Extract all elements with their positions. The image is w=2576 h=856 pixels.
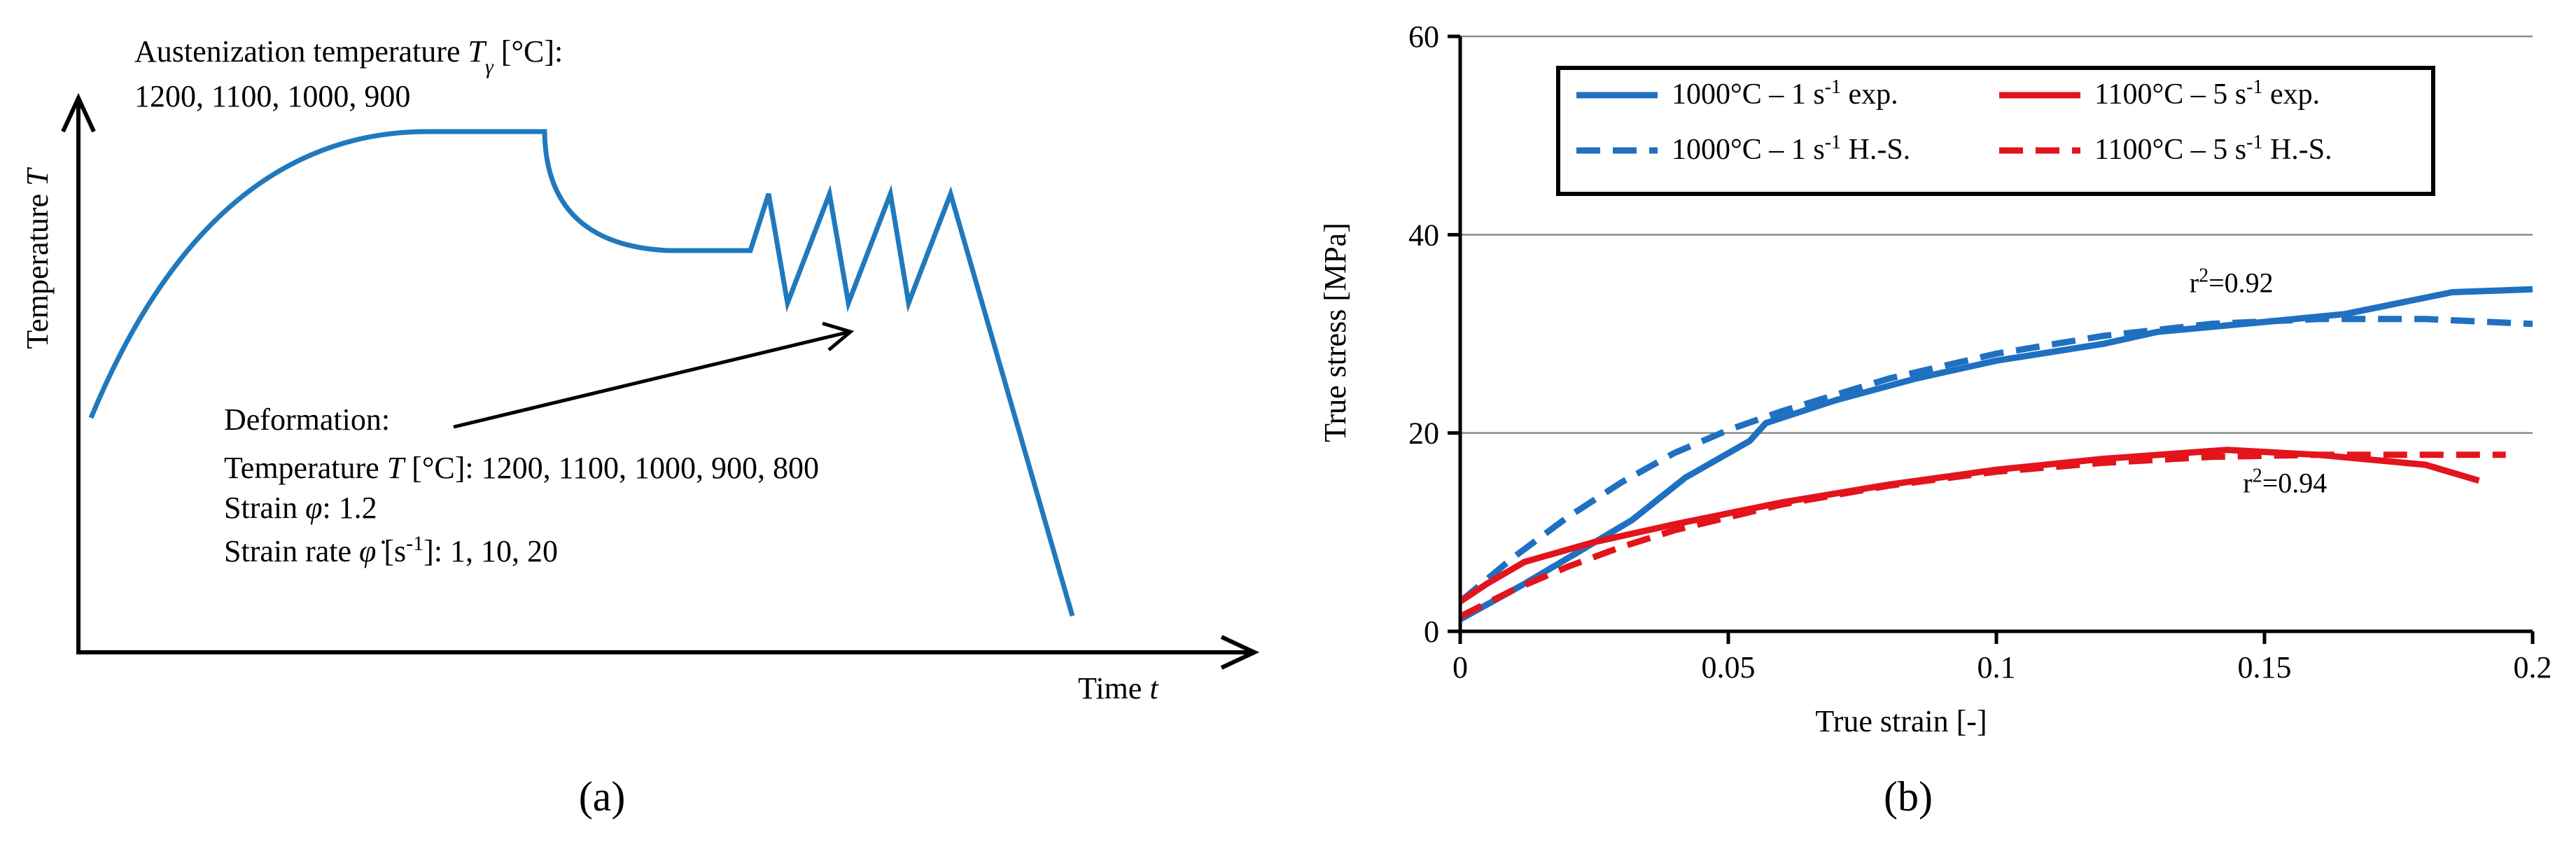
deformation-strain-rate: Strain rate φ̇ [s-1]: 1, 10, 20	[224, 532, 558, 569]
series-line-1	[1458, 286, 2533, 622]
deformation-pointer-arrow	[453, 330, 848, 429]
panel-a: Temperature T Austenization temperature …	[20, 34, 1260, 820]
panel-a-caption: (a)	[579, 773, 626, 820]
panel-a-y-axis-label: Temperature T	[20, 167, 55, 349]
chart-x-axis-label: True strain [-]	[1815, 704, 1987, 738]
deformation-title: Deformation:	[224, 402, 390, 437]
deformation-strain: Strain φ: 1.2	[224, 491, 377, 525]
chart-axes	[1448, 34, 2535, 644]
legend-label-2: 1000°C – 1 s-1 H.-S.	[1672, 132, 1910, 167]
series-line-4	[1458, 451, 2506, 619]
chart-series-layer	[1458, 286, 2533, 622]
deformation-pointer-arrowhead	[822, 321, 855, 351]
series-line-2	[1458, 316, 2533, 604]
x-tick-label-0.15: 0.15	[2238, 650, 2292, 685]
x-tick-label-0.1: 0.1	[1977, 650, 2016, 685]
legend-label-1: 1000°C – 1 s-1 exp.	[1672, 76, 1898, 111]
legend-label-3: 1100°C – 5 s-1 exp.	[2094, 76, 2320, 111]
panel-a-x-axis-label: Time t	[1078, 671, 1159, 706]
y-tick-label-0: 0	[1424, 615, 1439, 649]
panel-a-y-axis-arrowhead	[61, 92, 96, 133]
austenization-label: Austenization temperature Tγ [°C]:	[134, 34, 563, 78]
panel-a-x-axis-arrowhead	[1220, 635, 1260, 670]
annotation-r2-1: r2=0.92	[2190, 265, 2274, 299]
annotation-r2-2: r2=0.94	[2243, 465, 2327, 499]
chart-legend: 1000°C – 1 s-1 exp. 1100°C – 5 s-1 exp. 10…	[1556, 66, 2435, 196]
x-tick-label-0.05: 0.05	[1702, 650, 1756, 685]
temperature-time-profile	[88, 129, 1075, 617]
panel-b-caption: (b)	[1884, 773, 1933, 820]
chart-tick-labels: 0 20 40 60 0 0.05 0.1 0.15 0.2	[1408, 20, 2552, 685]
legend-label-4: 1100°C – 5 s-1 H.-S.	[2094, 132, 2332, 167]
y-tick-label-60: 60	[1408, 20, 1439, 54]
chart-y-axis-label: True stress [MPa]	[1318, 223, 1352, 442]
x-tick-label-0: 0	[1452, 650, 1468, 685]
y-tick-label-20: 20	[1408, 416, 1439, 451]
chart-legend-box	[1556, 66, 2435, 196]
austenization-values: 1200, 1100, 1000, 900	[134, 79, 410, 113]
panel-b: 0 20 40 60 0 0.05 0.1 0.15 0.2 r2=0.92 r2=0.94 Tr…	[1318, 20, 2552, 820]
y-tick-label-40: 40	[1408, 218, 1439, 252]
deformation-temperature: Temperature T [°C]: 1200, 1100, 1000, 90…	[224, 451, 819, 485]
chart-annotations: r2=0.92 r2=0.94	[2190, 265, 2327, 499]
x-tick-label-0.2: 0.2	[2514, 650, 2552, 685]
chart-gridlines	[1460, 35, 2533, 434]
